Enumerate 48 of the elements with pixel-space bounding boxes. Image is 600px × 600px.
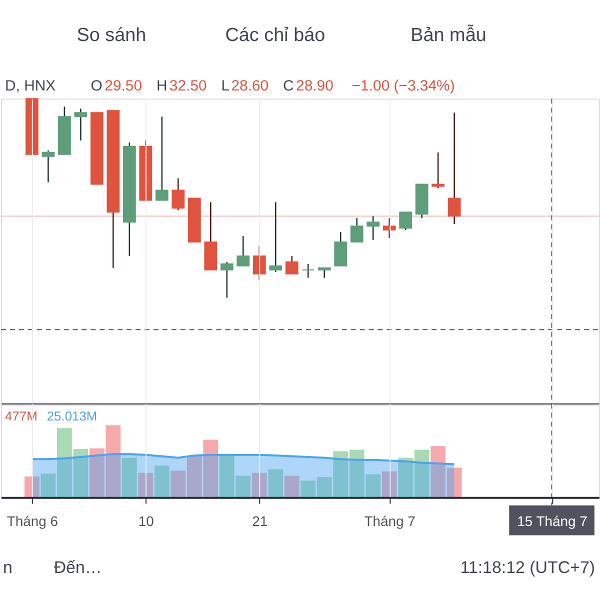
text: H xyxy=(156,78,168,95)
text: 28.60 xyxy=(231,78,269,95)
text: 29.50 xyxy=(104,78,142,95)
bar xyxy=(252,472,267,498)
candlestick xyxy=(318,267,331,278)
candlestick xyxy=(302,263,315,278)
text: 477M xyxy=(4,408,38,424)
bar xyxy=(154,466,170,498)
bar xyxy=(122,458,137,498)
bar xyxy=(24,476,40,498)
text: O xyxy=(90,78,102,95)
candlestick xyxy=(399,211,412,231)
text: L xyxy=(221,78,230,95)
text: 32.50 xyxy=(169,78,207,95)
x-tick-label: 15 Tháng 7 xyxy=(517,512,588,529)
bar xyxy=(138,472,154,498)
x-tick-label: Tháng 6 xyxy=(6,512,58,529)
bar xyxy=(382,471,397,498)
candlestick xyxy=(42,150,55,183)
candlestick xyxy=(220,261,234,298)
text: n xyxy=(2,558,12,578)
candlestick xyxy=(448,112,461,225)
text: 11:18:12 (UTC+7) xyxy=(460,558,596,578)
bar xyxy=(268,469,284,498)
candlestick xyxy=(172,178,185,211)
candlestick xyxy=(350,217,364,243)
candlestick xyxy=(155,116,168,201)
candlestick xyxy=(334,231,348,267)
x-tick-label: 10 xyxy=(138,512,154,529)
candlestick xyxy=(366,215,380,241)
text: D, HNX xyxy=(4,78,56,95)
candlestick xyxy=(269,202,282,273)
candlestick xyxy=(236,235,250,267)
x-tick-label: Tháng 7 xyxy=(364,512,416,529)
candlestick xyxy=(285,255,298,275)
text: 25.013M xyxy=(46,408,98,424)
text: So sánh xyxy=(76,24,146,46)
x-tick-label: 21 xyxy=(252,512,268,529)
text: 28.90 xyxy=(296,78,334,95)
bar xyxy=(284,476,300,498)
candlestick xyxy=(432,152,445,189)
text: −1.00 (−3.34%) xyxy=(352,78,455,95)
text: C xyxy=(283,78,294,95)
candlestick xyxy=(74,108,88,142)
text: Bản mẫu xyxy=(410,24,486,46)
text: Đến… xyxy=(54,558,102,578)
text: Các chỉ báo xyxy=(225,24,326,46)
candlestick xyxy=(382,217,396,239)
